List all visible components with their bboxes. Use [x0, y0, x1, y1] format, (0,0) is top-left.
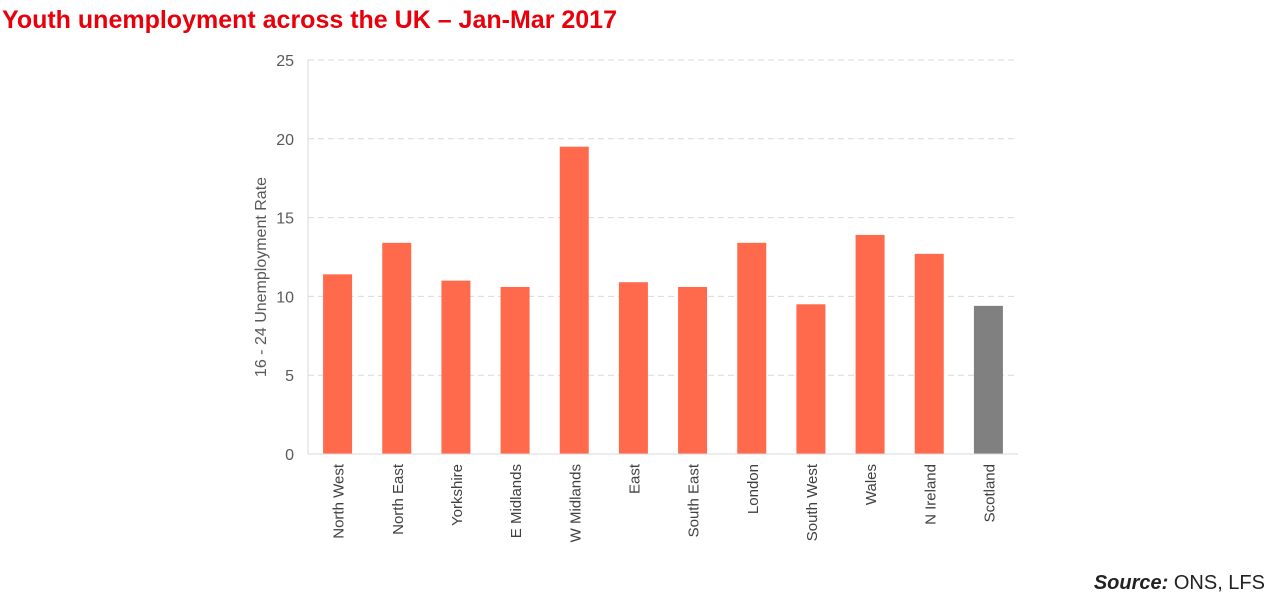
bar-south-west — [796, 304, 826, 454]
x-tick-label: East — [626, 463, 643, 494]
bar-north-east — [382, 242, 412, 454]
axes — [307, 60, 1018, 455]
bar-e-midlands — [500, 286, 530, 454]
bar-london — [737, 242, 767, 454]
bar-w-midlands — [559, 146, 589, 454]
x-axis-ticks: North West North East Yorkshire E Midlands W… — [331, 463, 999, 542]
y-tick-label: 15 — [276, 211, 294, 228]
x-tick-label: Wales — [863, 464, 880, 505]
x-tick-label: South West — [804, 463, 821, 541]
bar-yorkshire — [441, 280, 471, 454]
y-axis-label: 16 - 24 Unemployment Rate — [253, 177, 270, 377]
source-label: Source: — [1093, 572, 1169, 594]
bar-south-east — [678, 286, 708, 454]
y-tick-label: 25 — [276, 53, 294, 70]
x-tick-label: London — [745, 464, 762, 514]
x-tick-label: N Ireland — [922, 464, 939, 525]
y-tick-label: 0 — [285, 447, 294, 464]
y-tick-label: 20 — [276, 132, 294, 149]
source-text: ONS, LFS — [1168, 572, 1265, 594]
x-tick-label: North West — [331, 463, 348, 539]
bars — [323, 146, 1003, 454]
x-tick-label: South East — [686, 463, 703, 537]
grid-lines — [308, 59, 1018, 376]
y-tick-label: 5 — [285, 368, 294, 385]
y-axis-ticks: 0 5 10 15 20 25 — [276, 53, 294, 464]
x-tick-label: Yorkshire — [449, 464, 466, 526]
x-tick-label: W Midlands — [567, 464, 584, 542]
bar-wales — [855, 234, 885, 454]
x-tick-label: Scotland — [981, 464, 998, 522]
bar-n-ireland — [914, 253, 944, 454]
bar-east — [618, 282, 648, 454]
x-tick-label: E Midlands — [508, 464, 525, 538]
source-note: Source: ONS, LFS — [1094, 572, 1265, 595]
chart-title: Youth unemployment across the UK – Jan-M… — [2, 6, 617, 34]
x-tick-label: North East — [390, 463, 407, 535]
bar-north-west — [323, 274, 353, 454]
y-tick-label: 10 — [276, 289, 294, 306]
bar-scotland — [973, 305, 1003, 454]
